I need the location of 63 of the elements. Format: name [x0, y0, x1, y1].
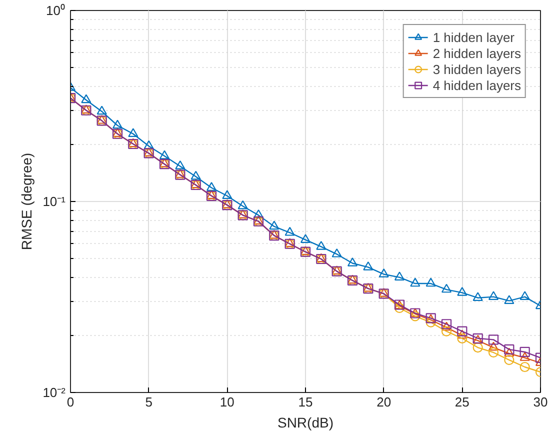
point	[206, 182, 217, 191]
x-tick-label: 5	[145, 394, 152, 410]
y-tick-label: 10⁻¹	[42, 194, 66, 209]
point	[504, 344, 514, 355]
point	[441, 326, 452, 336]
point	[426, 317, 436, 328]
point	[520, 346, 530, 358]
point	[394, 302, 405, 314]
point	[222, 190, 232, 200]
point	[378, 268, 389, 278]
y-tick-label: 10⁰	[46, 3, 66, 18]
point	[488, 334, 499, 345]
x-tick-label: 10	[220, 394, 234, 410]
y-tick-label: 10⁻²	[42, 385, 66, 400]
point	[520, 362, 530, 372]
x-axis-title: SNR(dB)	[277, 414, 334, 430]
point	[253, 209, 264, 218]
point	[441, 319, 452, 330]
point	[144, 140, 154, 150]
point	[426, 278, 436, 287]
point	[175, 160, 186, 170]
x-tick-label: 25	[454, 394, 470, 410]
point	[504, 354, 514, 366]
x-tick-label: 15	[298, 394, 313, 410]
legend-label: 2 hidden layers	[432, 45, 521, 61]
point	[457, 330, 468, 339]
point	[363, 261, 374, 270]
point	[112, 120, 123, 129]
point	[347, 258, 358, 266]
point	[394, 272, 405, 280]
point	[96, 106, 107, 115]
point	[81, 94, 92, 104]
x-tick-label: 30	[533, 394, 548, 410]
legend-label: 1 hidden layer	[432, 29, 514, 45]
point	[504, 348, 514, 357]
point	[300, 234, 311, 243]
point	[316, 240, 326, 250]
point	[504, 295, 514, 304]
point	[159, 150, 170, 160]
point	[488, 347, 499, 358]
point	[472, 292, 483, 301]
point	[284, 226, 295, 236]
point	[472, 342, 483, 353]
x-tick-label: 20	[376, 394, 392, 410]
point	[457, 326, 468, 336]
point	[128, 128, 138, 138]
point	[332, 248, 342, 258]
point	[441, 284, 452, 293]
y-axis-title: RMSE (degree)	[18, 152, 35, 250]
legend-label: 4 hidden layers	[432, 77, 521, 93]
legend-label: 3 hidden layers	[432, 61, 521, 77]
point	[269, 220, 280, 230]
point	[410, 278, 420, 287]
point	[457, 333, 468, 344]
point	[238, 200, 248, 210]
point	[457, 286, 468, 296]
x-tick-label: 0	[66, 394, 74, 410]
point	[488, 342, 499, 351]
point	[190, 170, 201, 180]
point	[441, 322, 452, 331]
point	[488, 291, 499, 300]
point	[520, 352, 530, 361]
point	[520, 291, 530, 300]
